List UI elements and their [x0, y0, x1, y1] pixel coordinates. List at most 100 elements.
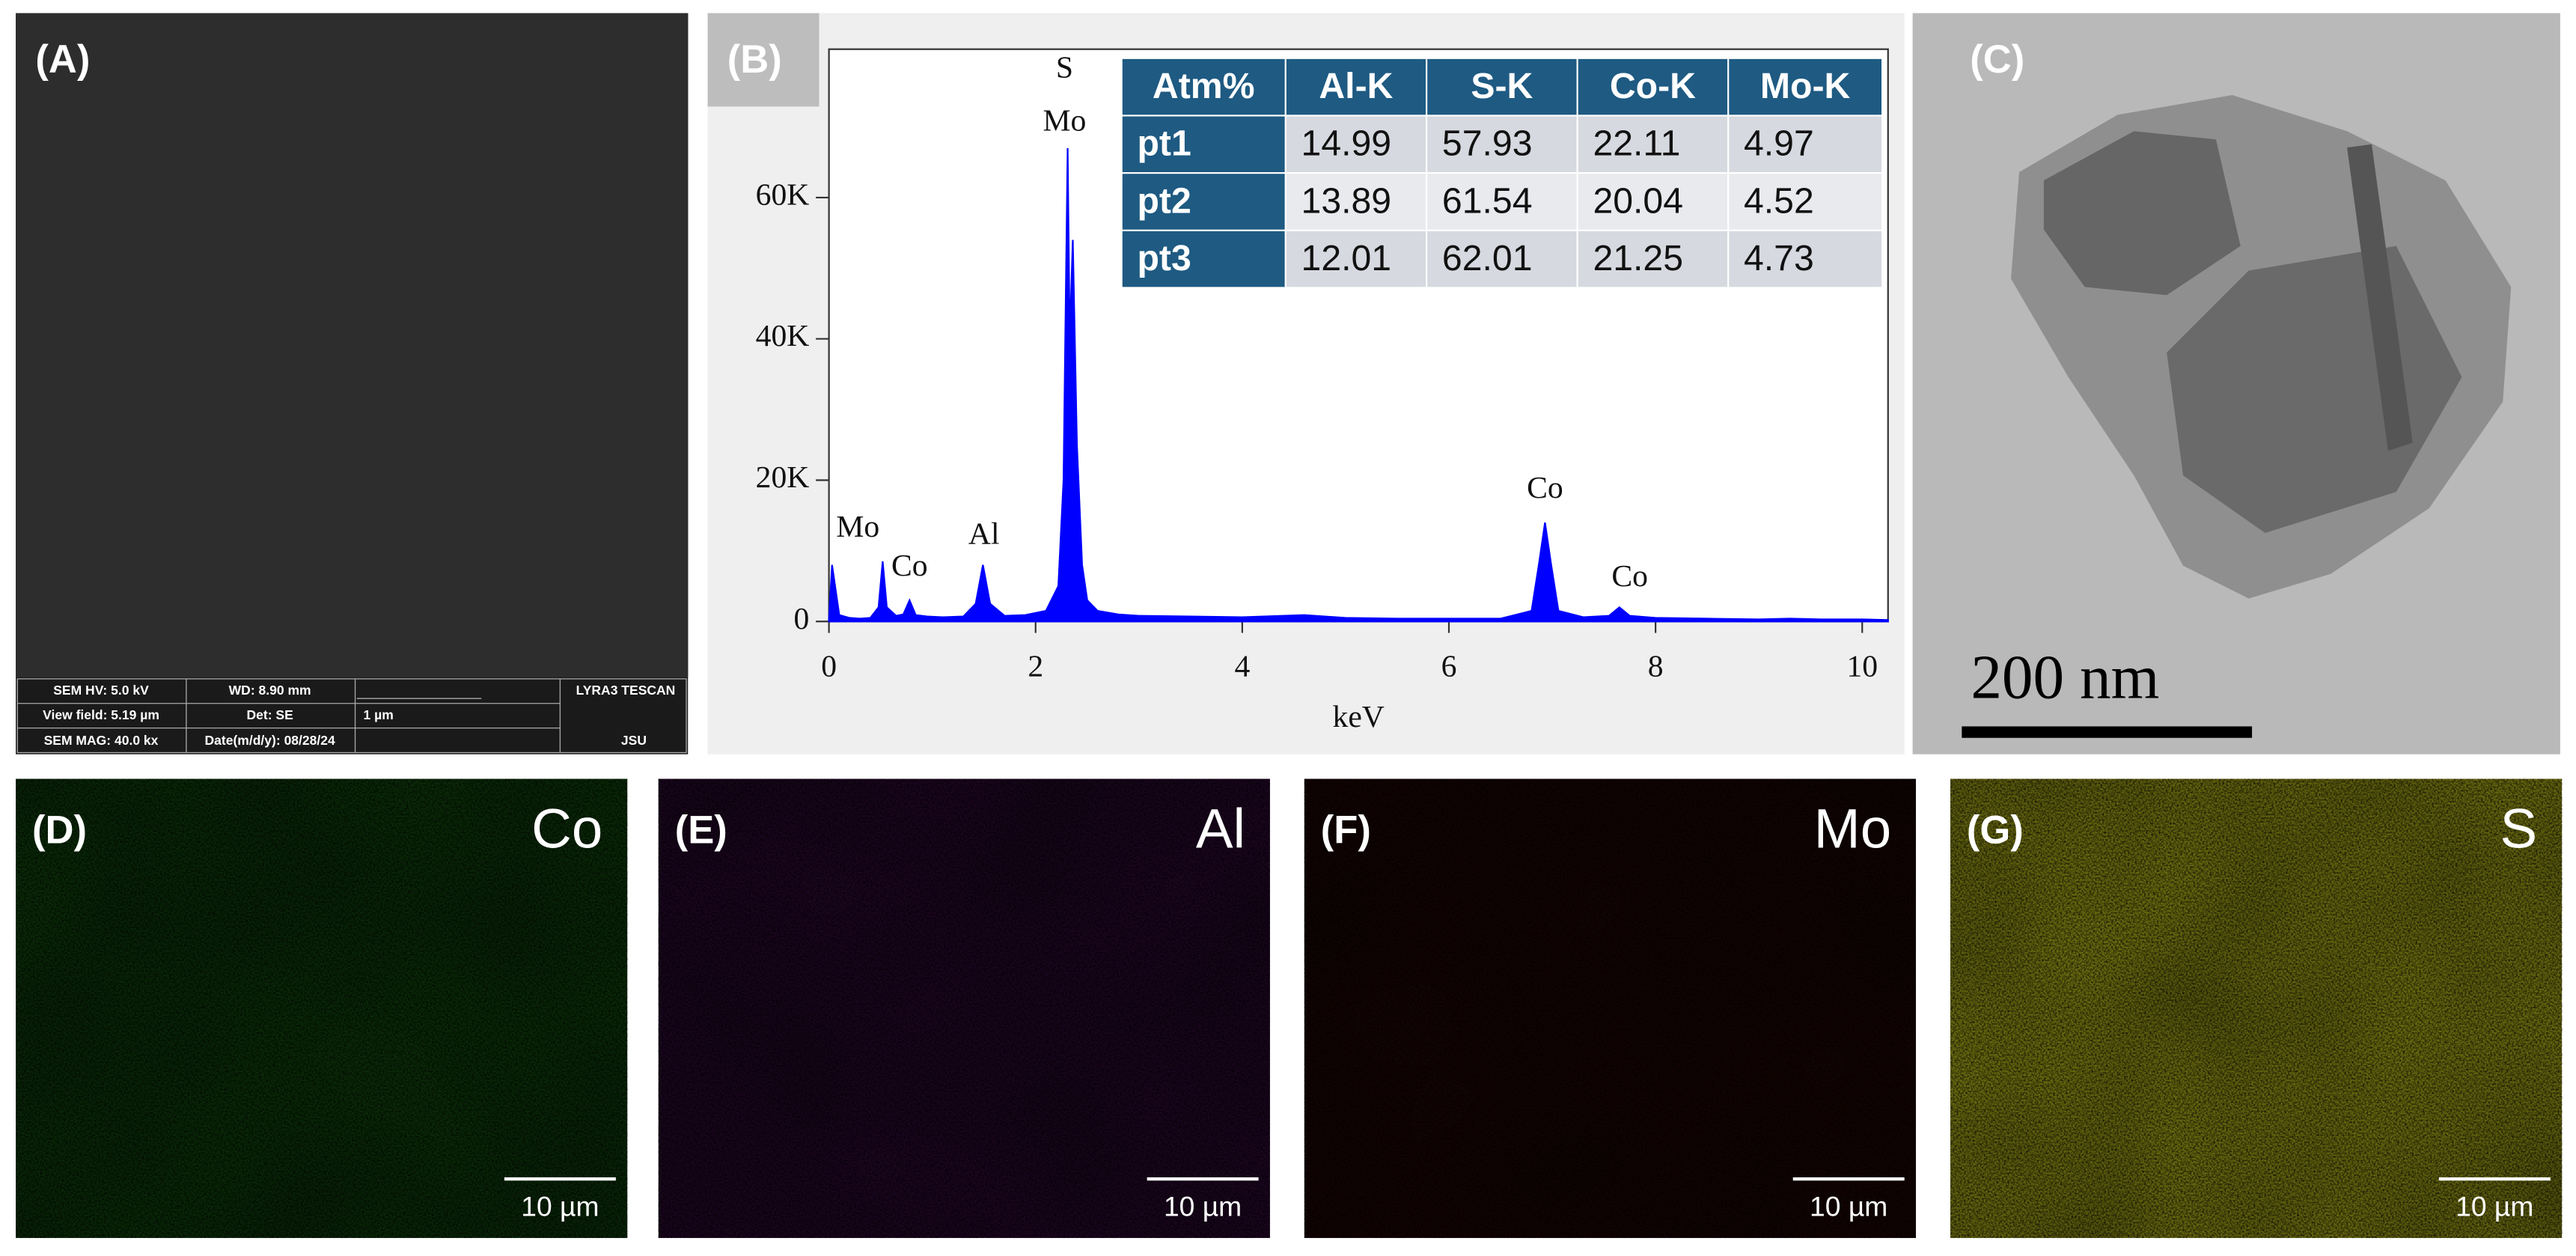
panel-a: SEM HV: 5.0 kV WD: 8.90 mm LYRA3 TESCAN …: [16, 13, 689, 754]
scale-bar-label: 10 µm: [521, 1190, 599, 1222]
table-header-cell: [1729, 58, 1881, 115]
panel-c: 200 nm (C): [1912, 13, 2560, 754]
table-cell: [1578, 231, 1728, 287]
y-tick-label: 20K: [756, 460, 810, 495]
x-tick-label: 4: [1234, 649, 1250, 683]
sem-view-field: View field: 5.19 µm: [43, 707, 159, 722]
x-tick-label: 10: [1846, 649, 1878, 683]
scale-bar: [1962, 726, 2253, 738]
panel-label: (C): [1970, 37, 2024, 82]
table-header: S-K: [1471, 66, 1533, 106]
table-header-cell: [1122, 58, 1285, 115]
scale-bar-label: 200 nm: [1971, 644, 2159, 713]
peak-label: Co: [891, 549, 928, 583]
map-shading: [1304, 778, 1916, 1238]
panel-label: (A): [35, 37, 90, 82]
x-tick-label: 8: [1648, 649, 1664, 683]
table-cell: [1286, 231, 1426, 287]
table-value: 62.01: [1442, 238, 1533, 278]
table-value: 61.54: [1442, 180, 1533, 221]
table-value: 13.89: [1301, 180, 1392, 221]
scale-bar-label: 10 µm: [2456, 1190, 2533, 1222]
table-header: Co-K: [1610, 66, 1696, 106]
element-label: Al: [1196, 797, 1245, 859]
table-value: 4.97: [1744, 124, 1814, 164]
y-tick-label: 40K: [756, 319, 810, 353]
scale-bar-label: 10 µm: [1810, 1190, 1887, 1222]
table-row-header: pt2: [1137, 180, 1191, 221]
table-cell: [1286, 116, 1426, 173]
x-axis-label: keV: [1333, 700, 1385, 734]
table-row-header-cell: [1122, 116, 1285, 173]
table-value: 12.01: [1301, 238, 1392, 278]
table-row-header-cell: [1122, 174, 1285, 230]
x-tick-label: 0: [821, 649, 837, 683]
sem-info-bar: [16, 677, 689, 754]
eds-table: Atm% Al-K S-K Co-K Mo-K pt1 14.99 57.93 22.11 4.9…: [1122, 58, 1881, 287]
map-panel: (F) Mo 10 µm: [1304, 778, 1916, 1238]
panel-label: (D): [32, 808, 87, 853]
panel-label: (B): [727, 37, 782, 82]
sem-det: Det: SE: [246, 707, 293, 722]
x-tick-label: 6: [1441, 649, 1457, 683]
sem-texture: [16, 13, 689, 677]
map-shading: [658, 778, 1270, 1238]
y-tick-label: 60K: [756, 177, 810, 212]
sem-hv: SEM HV: 5.0 kV: [53, 683, 149, 698]
table-cell: [1578, 116, 1728, 173]
tem-sheet: [2347, 144, 2413, 451]
table-value: 21.25: [1593, 238, 1683, 278]
tem-sheet: [2043, 131, 2241, 296]
sem-date: Date(m/d/y): 08/28/24: [205, 733, 336, 748]
table-header: Mo-K: [1760, 66, 1851, 106]
map-shading: [16, 778, 628, 1238]
panel-label: (G): [1967, 808, 2024, 853]
sem-mag: SEM MAG: 40.0 kx: [44, 733, 159, 748]
table-cell: [1427, 116, 1577, 173]
table-value: 14.99: [1301, 124, 1392, 164]
table-cell: [1286, 174, 1426, 230]
table-header-cell: [1578, 58, 1728, 115]
table-header-cell: [1427, 58, 1577, 115]
table-header-cell: [1286, 58, 1426, 115]
eds-maps: (D) Co 10 µm (E) Al 10 µm (F) Mo 10 µm (G) S 10 µm: [16, 778, 2563, 1238]
peak-label: Co: [1611, 559, 1648, 594]
peak-label: Al: [968, 516, 1000, 551]
table-value: 20.04: [1593, 180, 1683, 221]
table-cell: [1427, 231, 1577, 287]
peak-label: Mo: [1043, 103, 1087, 138]
table-cell: [1427, 174, 1577, 230]
table-row-header-cell: [1122, 231, 1285, 287]
map-panel: (D) Co 10 µm: [16, 778, 628, 1238]
table-value: 22.11: [1593, 124, 1680, 164]
panel-label-box: [707, 13, 820, 107]
panel-b: (B) keV Atm% Al-K S-K Co-K Mo-K pt1 14.99 57.93…: [707, 13, 1905, 754]
peak-label: Co: [1527, 471, 1563, 505]
table-cell: [1729, 231, 1881, 287]
element-label: Co: [531, 797, 602, 859]
sem-scale: 1 µm: [364, 707, 394, 722]
table-cell: [1578, 174, 1728, 230]
panel-label: (F): [1321, 808, 1371, 853]
element-label: S: [2500, 797, 2538, 859]
x-tick-label: 2: [1028, 649, 1043, 683]
map-shading: [1950, 778, 2563, 1238]
panel-label: (E): [675, 808, 727, 853]
map-panel: (G) S 10 µm: [1950, 778, 2563, 1238]
spectrum: [828, 147, 1889, 623]
sem-info-grid: [16, 678, 687, 754]
scale-bar-label: 10 µm: [1164, 1190, 1242, 1222]
table-row-header: pt1: [1137, 124, 1191, 164]
table-header: Al-K: [1319, 66, 1393, 106]
table-row-header: pt3: [1137, 238, 1191, 278]
peak-label: S: [1056, 50, 1073, 85]
table-value: 57.93: [1442, 124, 1533, 164]
table-value: 4.52: [1744, 180, 1814, 221]
y-tick-label: 0: [794, 602, 810, 636]
element-label: Mo: [1814, 797, 1891, 859]
table-header: Atm%: [1153, 66, 1255, 106]
table-cell: [1729, 174, 1881, 230]
sem-lab: JSU: [621, 733, 647, 748]
